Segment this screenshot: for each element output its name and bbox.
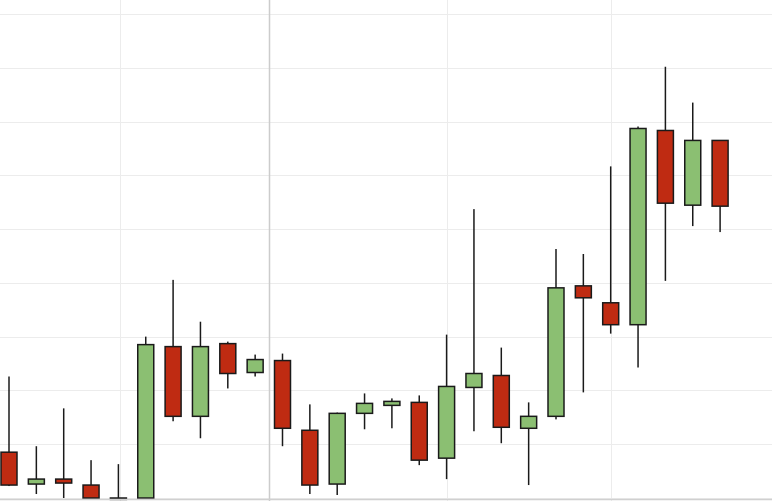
candle-body-down (164, 345, 182, 418)
candle-body-down (656, 129, 675, 204)
candle (383, 398, 401, 429)
candle (465, 209, 483, 432)
candle-body-down (82, 484, 100, 499)
candle-body-down (574, 285, 593, 299)
candle-body-up (191, 345, 210, 418)
candle-body-up (547, 287, 565, 418)
candle (137, 336, 155, 499)
candle-body-up (328, 412, 346, 485)
candle (301, 404, 319, 495)
candle-body-up (437, 385, 456, 459)
candle-body-up (684, 139, 702, 206)
candle (191, 321, 210, 439)
candle (273, 353, 292, 447)
candle (492, 347, 511, 444)
candle (629, 126, 647, 368)
candle (164, 279, 182, 422)
candles (0, 66, 729, 501)
candle (109, 464, 128, 501)
candle (0, 376, 18, 487)
candle (328, 412, 346, 496)
candle (246, 354, 264, 377)
candle (656, 66, 675, 281)
candle-body-up (137, 343, 155, 499)
candle-body-down (0, 451, 18, 486)
candle-body-up (355, 402, 374, 415)
candle-body-down (601, 302, 620, 326)
candle (711, 139, 729, 233)
candle-body-up (27, 478, 46, 485)
candle-body-up (465, 372, 483, 389)
candle-body-up (519, 415, 538, 430)
candle (82, 460, 100, 499)
candle-body-down (54, 478, 73, 484)
candle-body-down (410, 401, 428, 461)
candle-body-down (711, 139, 729, 207)
candle (437, 334, 456, 480)
candle-body-up (246, 358, 264, 374)
candle (54, 408, 73, 498)
candle-body-down (219, 342, 237, 375)
candle (410, 395, 428, 466)
candle-body-down (301, 429, 319, 486)
candle (355, 393, 374, 430)
candle (27, 446, 46, 495)
candle-body-down (492, 374, 511, 429)
candle (574, 253, 593, 393)
candle (519, 402, 538, 486)
candle (601, 166, 620, 334)
candle (684, 102, 702, 227)
candle (547, 249, 565, 420)
candle-body-up (383, 400, 401, 407)
candle (219, 341, 237, 389)
candle-body-down (273, 359, 292, 430)
candle-body-up (629, 127, 647, 326)
